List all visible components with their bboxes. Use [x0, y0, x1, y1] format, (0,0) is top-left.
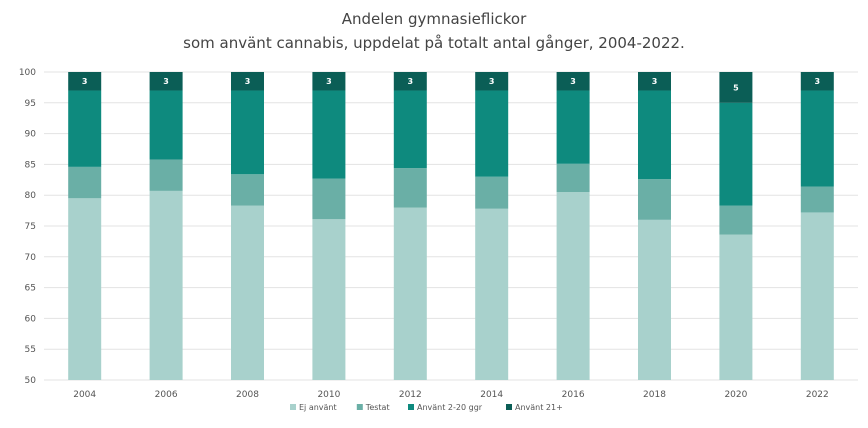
x-tick-label: 2022	[806, 390, 829, 400]
bar-segment	[149, 72, 183, 91]
bar-segment	[719, 205, 753, 235]
legend-label: Använt 21+	[515, 403, 563, 412]
bar-segment	[638, 72, 671, 91]
data-label: 3	[163, 77, 169, 86]
y-tick-label: 65	[25, 284, 36, 294]
bar-segment	[638, 179, 671, 220]
data-label: 3	[489, 77, 495, 86]
bar-segment	[393, 72, 427, 91]
bar-segment	[475, 72, 509, 91]
y-tick-label: 50	[25, 376, 37, 386]
x-tick-label: 2018	[643, 390, 666, 400]
legend-swatch	[408, 404, 414, 410]
bar-segment	[719, 234, 753, 380]
y-tick-label: 85	[25, 160, 36, 170]
y-tick-label: 55	[25, 345, 36, 355]
data-label: 3	[815, 77, 821, 86]
y-tick-label: 70	[25, 253, 37, 263]
legend-label: Använt 2-20 ggr	[417, 403, 483, 412]
data-label: 3	[245, 77, 251, 86]
bar-segment	[800, 186, 834, 213]
bar-segment	[638, 90, 671, 180]
data-label: 5	[733, 83, 739, 92]
bar-segment	[68, 72, 102, 91]
bar-segment	[475, 90, 509, 177]
legend-label: Ej använt	[299, 403, 337, 412]
data-label: 3	[570, 77, 576, 86]
bar-segment	[800, 212, 834, 380]
bar-segment	[638, 219, 671, 380]
bar-segment	[149, 190, 183, 380]
x-tick-label: 2012	[399, 390, 422, 400]
chart-subtitle: som använt cannabis, uppdelat på totalt …	[183, 34, 685, 52]
data-label: 3	[408, 77, 414, 86]
bar-segment	[149, 90, 183, 160]
bar-segment	[556, 192, 590, 380]
bar-segment	[556, 90, 590, 164]
x-tick-label: 2006	[155, 390, 178, 400]
bar-segment	[312, 72, 346, 91]
bar-segment	[800, 90, 834, 187]
bar-segment	[231, 72, 264, 91]
legend-label: Testat	[365, 403, 390, 412]
bar-segment	[393, 168, 427, 208]
bar-segment	[719, 72, 753, 103]
y-tick-label: 80	[25, 191, 37, 201]
x-tick-label: 2010	[317, 390, 340, 400]
bar-segment	[68, 166, 102, 199]
bar-segment	[556, 72, 590, 91]
bar-segment	[231, 90, 264, 175]
bar-segment	[475, 176, 509, 209]
bar-segment	[312, 219, 346, 380]
y-tick-label: 95	[25, 99, 36, 109]
data-label: 3	[326, 77, 332, 86]
bar-segment	[68, 90, 102, 167]
legend-swatch	[506, 404, 512, 410]
bar-segment	[719, 102, 753, 206]
y-tick-label: 100	[19, 68, 36, 78]
legend-swatch	[356, 404, 363, 410]
y-tick-label: 75	[25, 222, 36, 232]
x-tick-label: 2008	[236, 390, 259, 400]
data-label: 3	[82, 77, 88, 86]
bar-segment	[231, 205, 264, 380]
legend-swatch	[290, 404, 296, 410]
x-tick-label: 2014	[480, 390, 503, 400]
chart-title: Andelen gymnasieflickor	[341, 10, 527, 28]
bar-segment	[800, 72, 834, 91]
data-label: 3	[652, 77, 658, 86]
bar-segment	[68, 198, 102, 380]
x-tick-label: 2020	[724, 390, 747, 400]
y-tick-label: 60	[25, 314, 37, 324]
y-tick-label: 90	[25, 130, 37, 140]
bar-segment	[475, 208, 509, 380]
bar-segment	[393, 90, 427, 169]
bar-segment	[312, 90, 346, 179]
bar-segment	[393, 207, 427, 380]
bar-segment	[149, 159, 183, 191]
bar-segment	[231, 174, 264, 206]
bar-segment	[556, 163, 590, 193]
x-tick-label: 2016	[562, 390, 585, 400]
bar-segment	[312, 178, 346, 220]
x-tick-label: 2004	[73, 390, 96, 400]
